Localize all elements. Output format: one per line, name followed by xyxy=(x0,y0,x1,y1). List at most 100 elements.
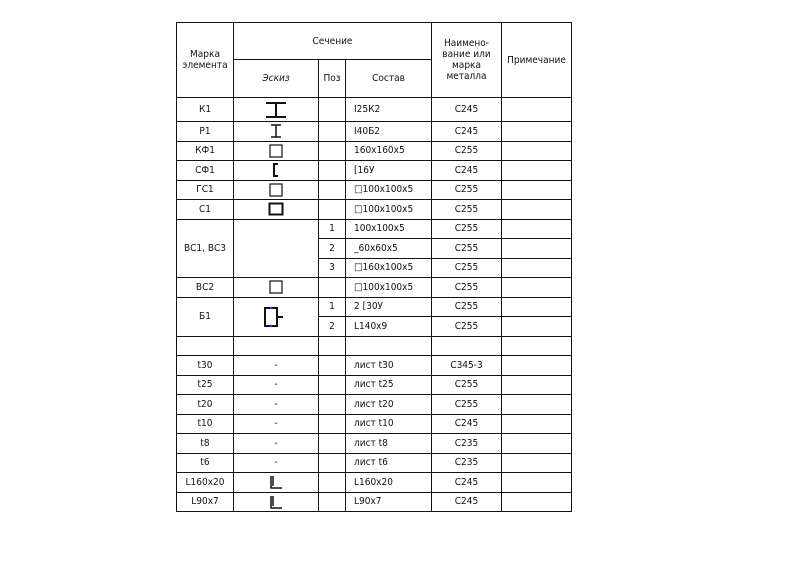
table-row: t10- лист t10 С245 xyxy=(176,413,572,434)
header-pos: Поз xyxy=(318,59,346,98)
sketch-cell xyxy=(233,277,319,298)
table-row xyxy=(176,335,572,356)
element-mark xyxy=(176,335,234,356)
composition: □100x100x5 xyxy=(345,199,432,220)
metal-grade: С255 xyxy=(431,316,502,337)
table-row: t20- лист t20 С255 xyxy=(176,394,572,415)
note xyxy=(501,238,572,259)
note xyxy=(501,316,572,337)
composition: лист t25 xyxy=(345,374,432,395)
position: 3 xyxy=(318,257,346,278)
note xyxy=(501,335,572,356)
header-metal: Наимено-вание или марка металла xyxy=(431,22,502,98)
position xyxy=(318,97,346,122)
position xyxy=(318,491,346,512)
composition: лист t20 xyxy=(345,394,432,415)
sketch-cell: - xyxy=(233,374,319,395)
metal-grade: С245 xyxy=(431,413,502,434)
table-row: К1 I25К2 С245 xyxy=(176,97,572,122)
position xyxy=(318,452,346,473)
sketch-cell xyxy=(233,335,319,356)
channel-icon xyxy=(234,163,318,178)
composition: □100x100x5 xyxy=(345,179,432,200)
metal-grade: С255 xyxy=(431,179,502,200)
metal-grade: С255 xyxy=(431,394,502,415)
element-mark: t8 xyxy=(176,433,234,454)
composition: L160x20 xyxy=(345,472,432,493)
position: 1 xyxy=(318,296,346,317)
note xyxy=(501,97,572,122)
metal-grade: С255 xyxy=(431,218,502,239)
angle-icon xyxy=(234,475,318,489)
note xyxy=(501,491,572,512)
angle-icon xyxy=(234,495,318,509)
steel-specification-table: Марка элемента Сечение Наимено-вание или… xyxy=(176,22,572,512)
composition: лист t10 xyxy=(345,413,432,434)
table-row: L90x7 L90x7 С245 xyxy=(176,491,572,512)
table-row: С1 □100x100x5 С255 xyxy=(176,199,572,220)
sketch-cell xyxy=(233,199,319,220)
metal-grade: С255 xyxy=(431,374,502,395)
square-tube-icon xyxy=(234,183,318,197)
element-mark: L160x20 xyxy=(176,472,234,493)
note xyxy=(501,296,572,317)
composition: _60x60x5 xyxy=(345,238,432,259)
metal-grade: С255 xyxy=(431,199,502,220)
square-tube-icon xyxy=(234,144,318,158)
table-row: СФ1 [16У С245 xyxy=(176,160,572,181)
element-mark: t20 xyxy=(176,394,234,415)
metal-grade: С255 xyxy=(431,277,502,298)
metal-grade: С245 xyxy=(431,472,502,493)
composition: □100x100x5 xyxy=(345,277,432,298)
composition xyxy=(345,335,432,356)
sketch-cell xyxy=(233,491,319,512)
sketch-cell xyxy=(233,179,319,200)
table-row: КФ1 160x160x5 С255 xyxy=(176,140,572,161)
position xyxy=(318,433,346,454)
table-row: ВС2 □100x100x5 С255 xyxy=(176,277,572,298)
position xyxy=(318,472,346,493)
position xyxy=(318,160,346,181)
element-mark: Б1 xyxy=(176,296,234,337)
i-beam-icon xyxy=(234,124,318,138)
metal-grade xyxy=(431,335,502,356)
note xyxy=(501,277,572,298)
note xyxy=(501,413,572,434)
table-row: t30- лист t30 С345-3 xyxy=(176,355,572,376)
header-composition: Состав xyxy=(345,59,432,98)
note xyxy=(501,179,572,200)
metal-grade: С245 xyxy=(431,97,502,122)
table-row: ВС1, ВС3 1 100x100x5 С255 xyxy=(176,218,572,278)
composition: 160x160x5 xyxy=(345,140,432,161)
note xyxy=(501,199,572,220)
sketch-cell: - xyxy=(233,452,319,473)
table-row: t6- лист t6 С235 xyxy=(176,452,572,473)
note xyxy=(501,160,572,181)
header-sketch: Эскиз xyxy=(233,59,319,98)
sketch-cell xyxy=(233,296,319,337)
element-mark: t6 xyxy=(176,452,234,473)
composition: I40Б2 xyxy=(345,121,432,142)
table-row: L160x20 L160x20 С245 xyxy=(176,472,572,493)
element-mark: ВС2 xyxy=(176,277,234,298)
sketch-cell xyxy=(233,97,319,122)
sketch-cell xyxy=(233,160,319,181)
header-section: Сечение xyxy=(233,22,432,60)
note xyxy=(501,472,572,493)
table-row: ГС1 □100x100x5 С255 xyxy=(176,179,572,200)
note xyxy=(501,257,572,278)
sketch-cell xyxy=(233,218,319,278)
metal-grade: С235 xyxy=(431,452,502,473)
metal-grade: С255 xyxy=(431,140,502,161)
sketch-cell: - xyxy=(233,433,319,454)
composition: L140x9 xyxy=(345,316,432,337)
composition: 100x100x5 xyxy=(345,218,432,239)
metal-grade: С345-3 xyxy=(431,355,502,376)
element-mark: t25 xyxy=(176,374,234,395)
sketch-cell xyxy=(233,121,319,142)
position xyxy=(318,179,346,200)
note xyxy=(501,218,572,239)
composition: [16У xyxy=(345,160,432,181)
metal-grade: С235 xyxy=(431,433,502,454)
note xyxy=(501,140,572,161)
